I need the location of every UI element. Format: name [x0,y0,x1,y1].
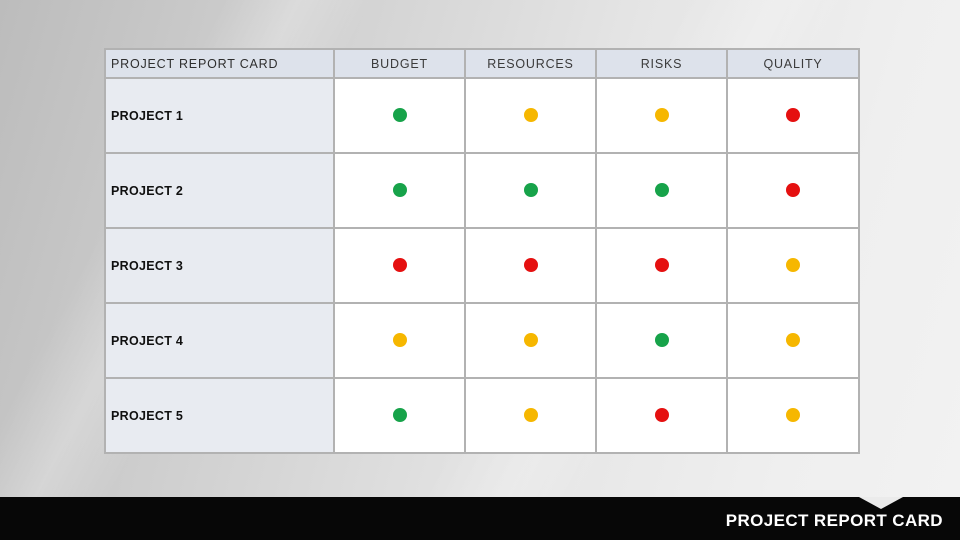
table-row-project-3: PROJECT 3 [104,227,860,304]
status-cell-quality [726,302,860,379]
row-label-project-2: PROJECT 2 [104,152,335,229]
status-cell-budget [333,302,466,379]
table-row-project-2: PROJECT 2 [104,152,860,229]
status-dot-icon [786,333,800,348]
status-cell-resources [464,77,597,154]
column-header-quality: QUALITY [726,48,860,79]
status-dot-icon [392,333,407,348]
row-label-project-3: PROJECT 3 [104,227,335,304]
status-cell-budget [333,77,466,154]
status-dot-icon [392,408,407,423]
status-dot-icon [523,258,538,273]
status-dot-icon [654,183,669,198]
column-header-risks: RISKS [595,48,728,79]
status-dot-icon [786,108,800,123]
status-dot-icon [523,408,538,423]
status-dot-icon [523,108,538,123]
status-dot-icon [523,333,538,348]
status-cell-budget [333,227,466,304]
status-cell-risks [595,227,728,304]
status-cell-resources [464,152,597,229]
table-title-cell: PROJECT REPORT CARD [104,48,335,79]
status-cell-resources [464,377,597,454]
table-row-project-1: PROJECT 1 [104,77,860,154]
row-label-project-5: PROJECT 5 [104,377,335,454]
project-report-card-table: PROJECT REPORT CARD BUDGET RESOURCES RIS… [104,48,860,454]
table-header-row: PROJECT REPORT CARD BUDGET RESOURCES RIS… [104,48,860,79]
table-row-project-5: PROJECT 5 [104,377,860,454]
status-cell-quality [726,152,860,229]
status-dot-icon [654,258,669,273]
status-cell-quality [726,377,860,454]
status-dot-icon [786,258,800,273]
status-cell-risks [595,302,728,379]
row-label-project-4: PROJECT 4 [104,302,335,379]
status-cell-risks [595,152,728,229]
status-dot-icon [786,183,800,198]
status-cell-resources [464,227,597,304]
status-cell-budget [333,377,466,454]
footer-bar: PROJECT REPORT CARD [0,497,960,540]
status-cell-quality [726,77,860,154]
column-header-resources: RESOURCES [464,48,597,79]
status-dot-icon [392,108,407,123]
footer-notch-arrow-icon [859,497,903,509]
status-cell-quality [726,227,860,304]
status-cell-risks [595,377,728,454]
status-cell-risks [595,77,728,154]
status-dot-icon [786,408,800,423]
status-dot-icon [654,108,669,123]
status-cell-resources [464,302,597,379]
status-dot-icon [654,333,669,348]
row-label-project-1: PROJECT 1 [104,77,335,154]
footer-slide-title: PROJECT REPORT CARD [725,511,943,530]
status-dot-icon [392,258,407,273]
table-row-project-4: PROJECT 4 [104,302,860,379]
status-dot-icon [392,183,407,198]
status-cell-budget [333,152,466,229]
column-header-budget: BUDGET [333,48,466,79]
status-dot-icon [523,183,538,198]
status-dot-icon [654,408,669,423]
